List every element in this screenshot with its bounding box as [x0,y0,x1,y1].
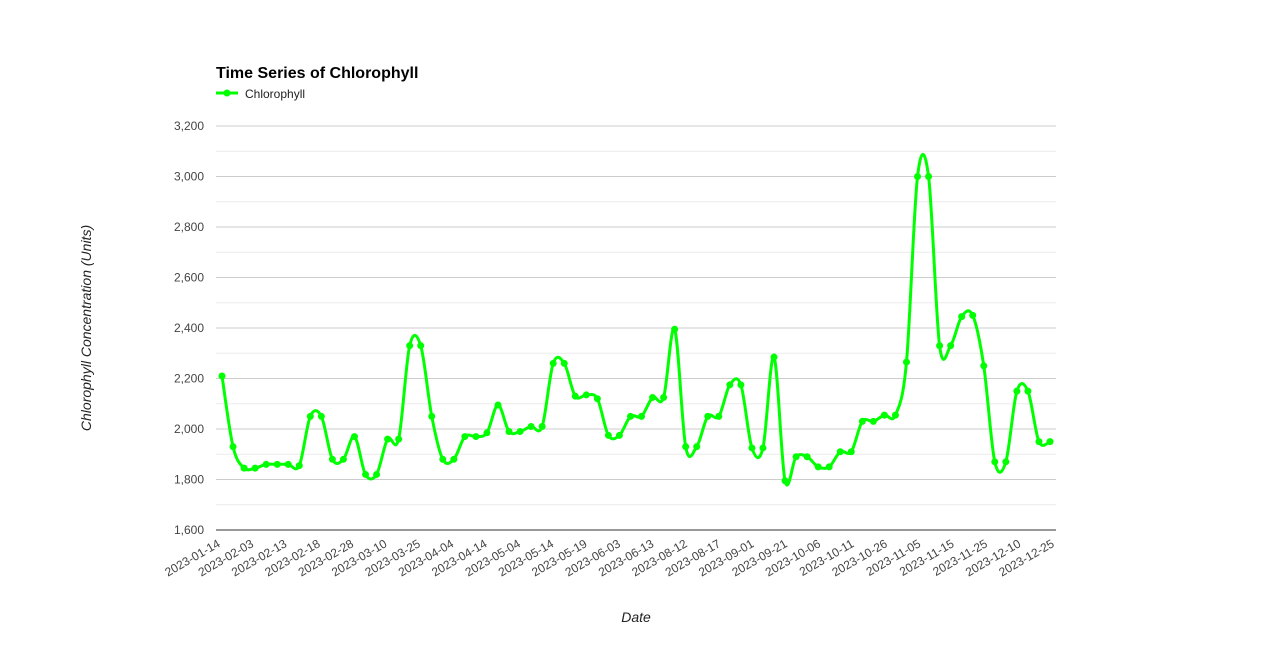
data-point[interactable] [693,443,701,451]
data-point[interactable] [240,464,248,472]
y-axis-title: Chlorophyll Concentration (Units) [78,225,94,431]
y-tick-label: 2,400 [174,321,204,335]
data-point[interactable] [770,353,778,361]
data-point[interactable] [362,470,370,478]
data-point[interactable] [461,433,469,441]
data-point[interactable] [1035,438,1043,446]
data-point[interactable] [582,391,590,399]
data-point[interactable] [284,460,292,468]
data-point[interactable] [671,325,679,333]
data-point[interactable] [571,392,579,400]
y-tick-label: 1,800 [174,473,204,487]
y-tick-label: 2,800 [174,220,204,234]
data-point[interactable] [704,412,712,420]
chart-title: Time Series of Chlorophyll [216,65,418,82]
data-point[interactable] [726,381,734,389]
y-tick-label: 2,000 [174,422,204,436]
data-point[interactable] [902,358,910,366]
data-point[interactable] [306,412,314,420]
data-point[interactable] [505,428,513,436]
data-point[interactable] [439,455,447,463]
data-point[interactable] [516,428,524,436]
data-point[interactable] [936,342,944,350]
data-point[interactable] [947,342,955,350]
x-axis-tick-labels: 2023-01-142023-02-032023-02-132023-02-18… [162,536,1056,579]
data-point[interactable] [295,462,303,470]
y-tick-label: 2,200 [174,372,204,386]
data-point[interactable] [549,359,557,367]
data-point[interactable] [615,431,623,439]
data-point[interactable] [450,455,458,463]
data-point[interactable] [472,433,480,441]
data-point[interactable] [229,443,237,451]
y-axis-tick-labels: 1,600 1,800 2,000 2,200 2,400 2,600 2,800 3,000… [174,119,204,537]
data-point[interactable] [604,431,612,439]
data-point[interactable] [649,393,657,401]
legend-label: Chlorophyll [245,87,305,101]
y-tick-label: 1,600 [174,523,204,537]
data-point[interactable] [880,411,888,419]
data-point[interactable] [1013,387,1021,395]
data-point[interactable] [803,453,811,461]
data-point[interactable] [527,422,535,430]
data-point[interactable] [273,460,281,468]
data-point[interactable] [1002,458,1010,466]
data-point[interactable] [969,311,977,319]
data-point[interactable] [350,433,358,441]
data-point[interactable] [395,435,403,443]
data-point[interactable] [980,362,988,370]
chlorophyll-line [220,152,1051,487]
data-point[interactable] [914,173,922,180]
data-point[interactable] [593,395,601,403]
legend[interactable]: Chlorophyll [216,87,305,101]
data-point[interactable] [538,422,546,430]
data-point[interactable] [417,342,425,350]
data-point[interactable] [339,455,347,463]
data-point[interactable] [218,372,226,380]
data-point[interactable] [626,412,634,420]
data-point[interactable] [836,448,844,456]
data-point[interactable] [494,401,502,409]
data-point[interactable] [560,359,568,367]
data-point[interactable] [328,455,336,463]
data-point[interactable] [748,444,756,452]
data-point[interactable] [759,444,767,452]
data-point[interactable] [483,429,491,437]
data-point[interactable] [869,417,877,425]
data-point[interactable] [262,460,270,468]
data-point[interactable] [638,412,646,420]
data-point[interactable] [958,313,966,321]
data-point[interactable] [891,411,899,419]
data-point[interactable] [814,463,822,471]
data-point[interactable] [792,453,800,461]
data-point[interactable] [660,393,668,401]
data-point[interactable] [384,435,392,443]
data-point[interactable] [682,443,690,451]
data-point[interactable] [847,448,855,456]
data-point[interactable] [715,412,723,420]
data-point[interactable] [825,463,833,471]
data-point[interactable] [1024,387,1032,395]
data-point[interactable] [251,464,259,472]
data-point[interactable] [373,470,381,478]
y-tick-label: 3,200 [174,119,204,133]
series-chlorophyll [218,152,1054,487]
data-point[interactable] [737,381,745,389]
data-point[interactable] [858,417,866,425]
data-point[interactable] [1046,438,1054,446]
data-point[interactable] [781,477,789,485]
data-point[interactable] [428,412,436,420]
data-point[interactable] [991,458,999,466]
y-tick-label: 3,000 [174,170,204,184]
data-point[interactable] [317,412,325,420]
legend-marker-icon [223,89,231,97]
data-point[interactable] [406,342,414,350]
x-axis-title: Date [621,609,651,625]
data-point[interactable] [925,173,933,180]
y-tick-label: 2,600 [174,271,204,285]
